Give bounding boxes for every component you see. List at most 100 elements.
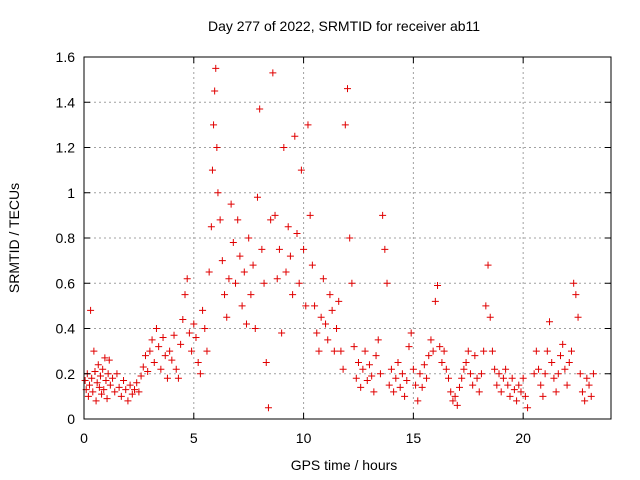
data-point bbox=[188, 347, 196, 355]
data-point bbox=[100, 386, 108, 394]
data-point bbox=[229, 239, 237, 247]
data-point bbox=[405, 343, 413, 351]
data-point bbox=[269, 69, 277, 77]
data-point bbox=[326, 291, 334, 299]
data-point bbox=[455, 383, 463, 391]
data-point bbox=[271, 211, 279, 219]
chart-title: Day 277 of 2022, SRMTID for receiver ab1… bbox=[208, 18, 480, 34]
data-point bbox=[572, 291, 580, 299]
data-point bbox=[319, 275, 327, 283]
data-point bbox=[398, 370, 406, 378]
data-point bbox=[546, 318, 554, 326]
data-point bbox=[262, 358, 270, 366]
data-point bbox=[554, 370, 562, 378]
data-point bbox=[537, 381, 545, 389]
data-point bbox=[581, 397, 589, 405]
data-point bbox=[236, 252, 244, 260]
y-tick-label: 1.4 bbox=[56, 94, 76, 110]
data-point bbox=[357, 383, 365, 391]
data-point bbox=[157, 365, 165, 373]
data-point bbox=[464, 347, 472, 355]
x-tick-label: 5 bbox=[190, 430, 198, 446]
data-point bbox=[535, 365, 543, 373]
data-point bbox=[469, 381, 477, 389]
data-point bbox=[205, 268, 213, 276]
data-point bbox=[333, 325, 341, 332]
data-point bbox=[103, 395, 111, 403]
data-point bbox=[530, 370, 538, 378]
y-tick-label: 1 bbox=[67, 185, 75, 201]
data-points bbox=[81, 64, 597, 412]
data-point bbox=[172, 365, 180, 373]
data-point bbox=[570, 279, 578, 287]
data-point bbox=[152, 325, 160, 332]
data-point bbox=[286, 252, 294, 260]
data-point bbox=[361, 347, 369, 355]
data-point bbox=[379, 211, 387, 219]
data-point bbox=[106, 381, 114, 389]
data-point bbox=[101, 354, 109, 362]
data-point bbox=[346, 234, 354, 242]
data-point bbox=[93, 379, 101, 387]
data-point bbox=[589, 370, 597, 378]
axis-ticks bbox=[83, 56, 611, 420]
data-point bbox=[203, 347, 211, 355]
data-point bbox=[295, 279, 303, 287]
data-point bbox=[192, 334, 200, 342]
data-point bbox=[473, 374, 481, 382]
data-point bbox=[115, 383, 123, 391]
data-point bbox=[475, 388, 483, 396]
data-point bbox=[278, 329, 286, 337]
data-point bbox=[414, 397, 422, 405]
data-point bbox=[91, 367, 99, 375]
x-tick-label: 0 bbox=[80, 430, 88, 446]
data-point bbox=[131, 386, 139, 394]
data-point bbox=[552, 388, 560, 396]
data-point bbox=[482, 302, 490, 310]
data-point bbox=[155, 343, 163, 351]
data-point bbox=[440, 347, 448, 355]
data-point bbox=[453, 401, 461, 409]
data-point bbox=[213, 144, 221, 151]
data-point bbox=[471, 352, 479, 360]
data-point bbox=[524, 404, 532, 412]
data-point bbox=[117, 392, 125, 400]
data-point bbox=[447, 388, 455, 396]
data-point bbox=[304, 121, 312, 129]
data-point bbox=[324, 336, 332, 344]
data-point bbox=[210, 121, 218, 129]
data-point bbox=[90, 347, 98, 355]
data-point bbox=[574, 313, 582, 321]
data-point bbox=[190, 320, 198, 328]
data-point bbox=[306, 211, 314, 219]
data-point bbox=[245, 234, 253, 242]
data-point bbox=[315, 347, 323, 355]
data-point bbox=[493, 381, 501, 389]
data-point bbox=[383, 279, 391, 287]
data-point bbox=[394, 358, 402, 366]
data-point bbox=[561, 365, 569, 373]
data-point bbox=[85, 381, 93, 389]
data-point bbox=[212, 64, 220, 72]
data-point bbox=[95, 383, 103, 391]
data-point bbox=[368, 372, 376, 380]
data-point bbox=[565, 358, 573, 366]
data-point bbox=[392, 374, 400, 382]
data-point bbox=[502, 365, 510, 373]
data-point bbox=[199, 306, 207, 314]
data-point bbox=[548, 358, 556, 366]
data-point bbox=[499, 374, 507, 382]
data-point bbox=[412, 381, 420, 389]
data-point bbox=[556, 352, 564, 360]
data-point bbox=[390, 388, 398, 396]
data-point bbox=[451, 392, 459, 400]
data-point bbox=[179, 315, 187, 323]
data-point bbox=[214, 189, 222, 197]
data-point bbox=[109, 374, 117, 382]
data-point bbox=[185, 329, 193, 337]
data-point bbox=[177, 340, 185, 348]
data-point bbox=[183, 275, 191, 283]
data-point bbox=[504, 381, 512, 389]
data-point bbox=[365, 361, 373, 369]
data-point bbox=[403, 377, 411, 385]
